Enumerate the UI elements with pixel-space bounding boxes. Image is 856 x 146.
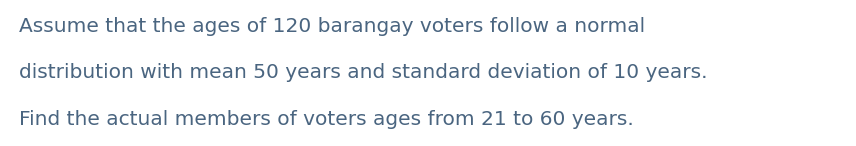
Text: Assume that the ages of 120 barangay voters follow a normal: Assume that the ages of 120 barangay vot… bbox=[19, 17, 645, 36]
Text: distribution with mean 50 years and standard deviation of 10 years.: distribution with mean 50 years and stan… bbox=[19, 64, 707, 82]
Text: Find the actual members of voters ages from 21 to 60 years.: Find the actual members of voters ages f… bbox=[19, 110, 633, 129]
